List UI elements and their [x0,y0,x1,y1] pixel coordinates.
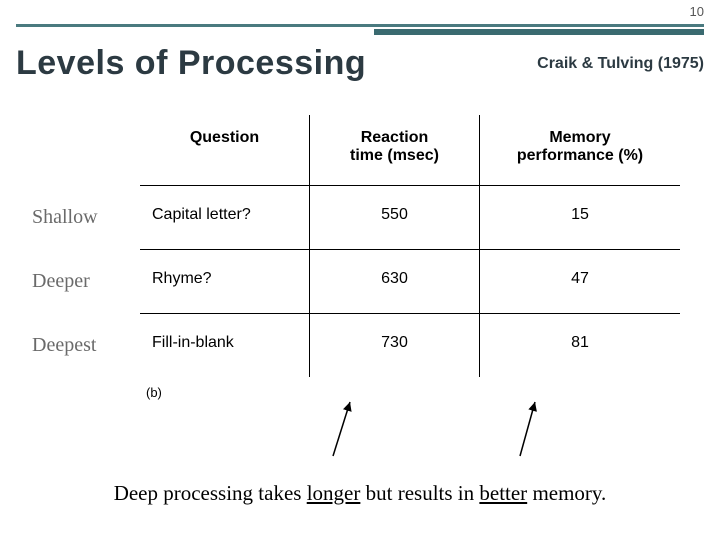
cell-question: Capital letter? [140,185,310,249]
rule-thin [16,24,704,27]
cell-mem: 15 [480,185,680,249]
caption-better: better [479,481,527,505]
pointer-arrows [0,394,720,464]
citation: Craik & Tulving (1975) [537,55,704,73]
caption-longer: longer [307,481,361,505]
level-label-shallow: Shallow [30,185,140,249]
content-area: Question Reaction time (msec) Memory per… [20,115,700,400]
caption-mid: but results in [360,481,479,505]
cell-rt: 550 [310,185,480,249]
cell-mem: 81 [480,313,680,377]
cell-question: Fill-in-blank [140,313,310,377]
table-corner [30,115,140,185]
heading-row: Levels of Processing Craik & Tulving (19… [16,44,704,83]
cell-rt: 630 [310,249,480,313]
divider-rules [16,24,704,35]
col-header-question: Question [140,115,310,185]
bottom-caption: Deep processing takes longer but results… [0,481,720,506]
caption-suffix: memory. [527,481,606,505]
cell-question: Rhyme? [140,249,310,313]
subfigure-label: (b) [146,385,700,400]
level-label-deeper: Deeper [30,249,140,313]
caption-prefix: Deep processing takes [114,481,307,505]
cell-mem: 47 [480,249,680,313]
rule-thick [374,29,704,35]
col-header-reaction-time: Reaction time (msec) [310,115,480,185]
col-header-memory: Memory performance (%) [480,115,680,185]
data-table: Question Reaction time (msec) Memory per… [30,115,680,377]
level-label-deepest: Deepest [30,313,140,377]
cell-rt: 730 [310,313,480,377]
slide-number: 10 [690,4,704,19]
page-title: Levels of Processing [16,44,366,83]
